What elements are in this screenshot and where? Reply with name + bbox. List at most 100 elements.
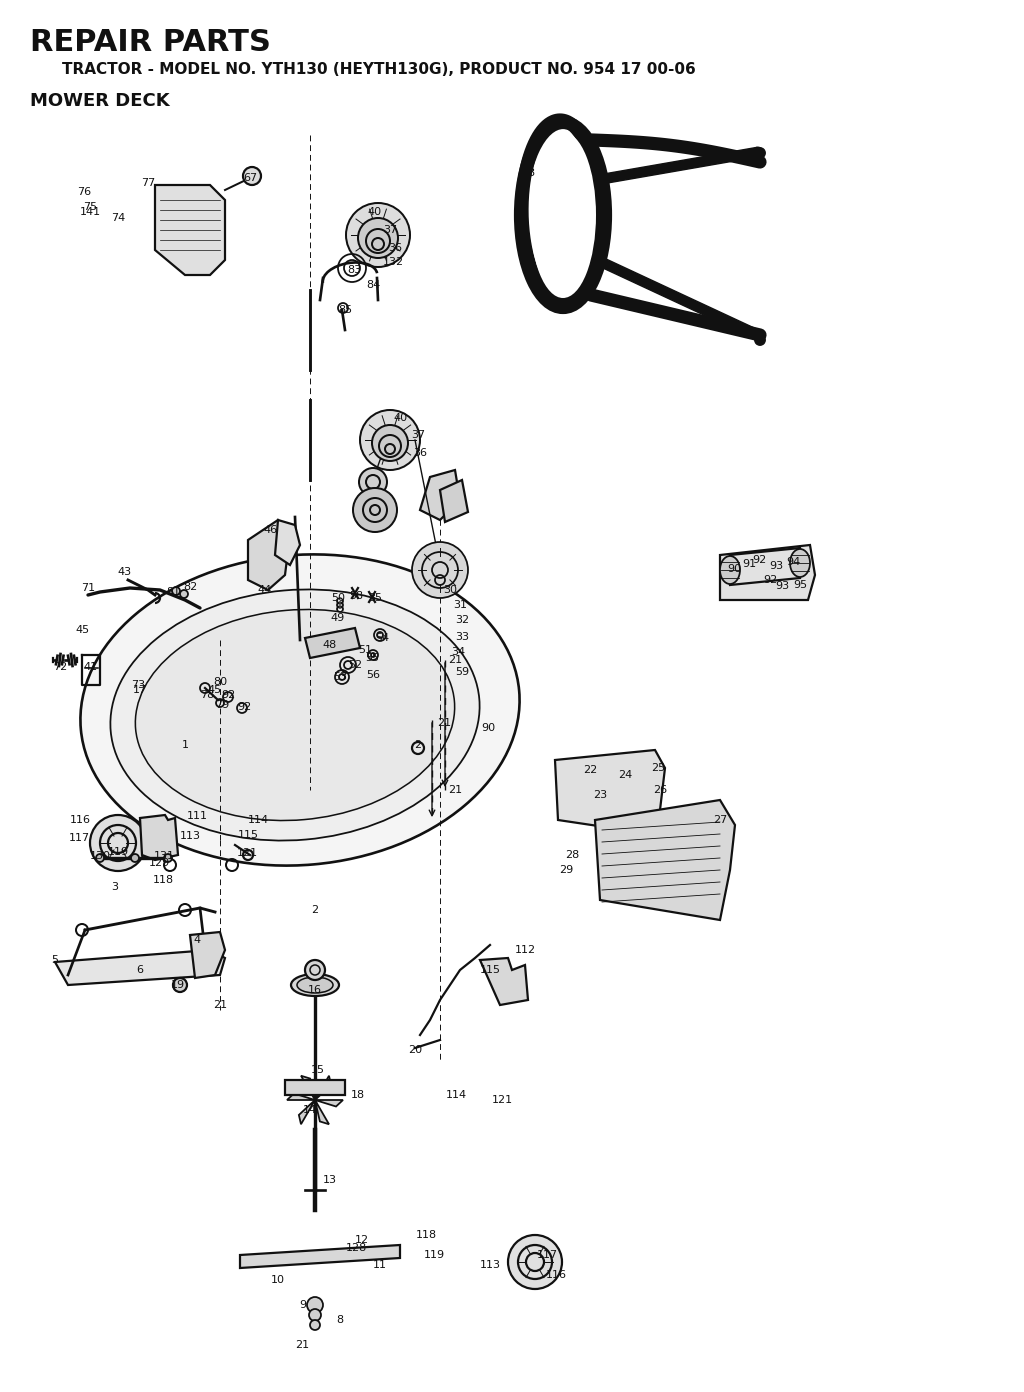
Text: 73: 73 [131, 681, 145, 690]
Text: 21: 21 [447, 785, 462, 795]
Text: 37: 37 [411, 430, 425, 440]
Text: 21: 21 [295, 1340, 309, 1350]
Text: 141: 141 [80, 207, 100, 217]
Circle shape [346, 203, 410, 267]
Text: 16: 16 [308, 986, 322, 995]
Text: 24: 24 [617, 770, 632, 780]
Circle shape [754, 148, 763, 157]
Text: TRACTOR - MODEL NO. YTH130 (HEYTH130G), PRODUCT NO. 954 17 00-06: TRACTOR - MODEL NO. YTH130 (HEYTH130G), … [62, 63, 695, 77]
Circle shape [372, 238, 384, 251]
Text: 84: 84 [366, 280, 380, 290]
Text: 22: 22 [583, 766, 597, 775]
Circle shape [310, 1320, 319, 1329]
Text: 90: 90 [481, 722, 495, 734]
Text: 92: 92 [221, 690, 236, 700]
Text: 128: 128 [345, 1243, 367, 1253]
Ellipse shape [135, 610, 455, 820]
Text: 115: 115 [238, 830, 258, 839]
Text: 54: 54 [375, 633, 389, 643]
Text: 129: 129 [148, 857, 170, 869]
Circle shape [754, 330, 763, 340]
Text: 9: 9 [299, 1300, 306, 1310]
Text: 6: 6 [136, 965, 143, 974]
Text: 48: 48 [323, 640, 337, 650]
Ellipse shape [297, 977, 333, 992]
Text: 5: 5 [51, 955, 58, 965]
Polygon shape [275, 521, 300, 565]
Text: 35: 35 [368, 593, 382, 603]
Polygon shape [315, 1100, 343, 1107]
Text: 41: 41 [83, 663, 97, 672]
Text: 111: 111 [186, 812, 208, 821]
Circle shape [508, 1235, 562, 1289]
Text: 21: 21 [437, 718, 451, 728]
Text: 79: 79 [215, 700, 229, 710]
Text: 30: 30 [443, 585, 457, 594]
Text: 81: 81 [166, 587, 180, 597]
Text: 113: 113 [479, 1260, 501, 1270]
Text: 25: 25 [651, 763, 665, 773]
Polygon shape [315, 1076, 331, 1100]
Polygon shape [55, 949, 225, 986]
Text: 2: 2 [415, 741, 422, 750]
Text: 75: 75 [83, 202, 97, 212]
Circle shape [372, 425, 408, 461]
Text: 59: 59 [455, 667, 469, 677]
Text: 67: 67 [243, 173, 257, 182]
Circle shape [755, 148, 765, 159]
Text: 15: 15 [311, 1065, 325, 1075]
Text: 119: 119 [108, 846, 129, 857]
Text: 117: 117 [537, 1250, 557, 1260]
Circle shape [96, 855, 104, 862]
Circle shape [592, 175, 602, 185]
Text: 46: 46 [263, 525, 278, 535]
Ellipse shape [291, 974, 339, 997]
Text: 80: 80 [213, 677, 227, 688]
Text: 34: 34 [451, 647, 465, 657]
Text: 72: 72 [53, 663, 68, 672]
Text: 19: 19 [171, 980, 185, 990]
Text: 27: 27 [713, 814, 727, 825]
Circle shape [243, 167, 261, 185]
Circle shape [305, 960, 325, 980]
Circle shape [592, 255, 602, 264]
Text: 17: 17 [133, 685, 147, 695]
Text: 53: 53 [333, 672, 347, 682]
Text: 116: 116 [70, 814, 90, 825]
Text: 94: 94 [785, 557, 800, 567]
Polygon shape [555, 750, 665, 830]
Text: 32: 32 [455, 615, 469, 625]
Text: 21: 21 [447, 656, 462, 665]
Text: 1: 1 [181, 741, 188, 750]
Text: 78: 78 [200, 690, 214, 700]
Text: 93: 93 [775, 580, 790, 592]
Circle shape [309, 1308, 321, 1321]
Polygon shape [420, 470, 460, 521]
Text: MOWER DECK: MOWER DECK [30, 92, 170, 110]
Text: 28: 28 [565, 851, 580, 860]
Text: 115: 115 [479, 965, 501, 974]
Circle shape [412, 541, 468, 599]
Ellipse shape [790, 548, 810, 578]
Polygon shape [315, 1100, 329, 1125]
Text: 132: 132 [382, 258, 403, 267]
Ellipse shape [530, 132, 596, 298]
Text: 14: 14 [303, 1105, 317, 1115]
Text: 29: 29 [559, 864, 573, 876]
Text: 92: 92 [752, 555, 766, 565]
Circle shape [131, 855, 139, 862]
Polygon shape [596, 148, 759, 185]
Text: 37: 37 [383, 226, 397, 235]
Polygon shape [155, 185, 225, 276]
Text: 55: 55 [365, 653, 379, 663]
Ellipse shape [81, 554, 519, 866]
Text: 21: 21 [213, 999, 227, 1011]
Text: 10: 10 [271, 1275, 285, 1285]
Circle shape [358, 219, 398, 258]
Text: 118: 118 [153, 876, 173, 885]
Polygon shape [190, 933, 225, 979]
Text: 68: 68 [521, 168, 536, 178]
Circle shape [385, 444, 395, 454]
Polygon shape [440, 480, 468, 522]
Text: 49: 49 [331, 612, 345, 624]
